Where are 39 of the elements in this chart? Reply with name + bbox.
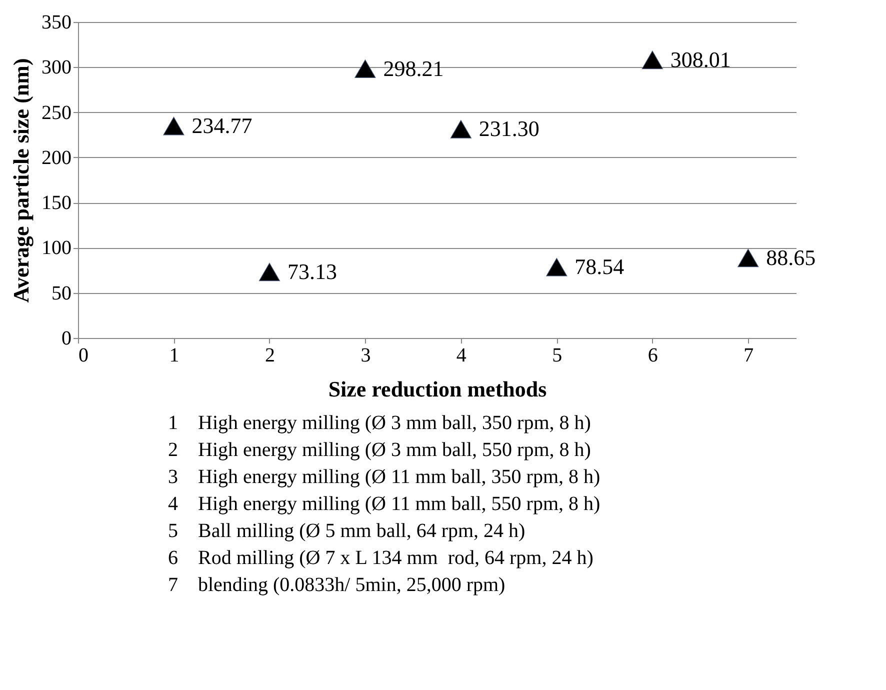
text: 2 High energy milling (Ø 3 mm ball, 550 rpm, 8 h) — [168, 438, 592, 463]
x-tick-label: 2 — [264, 344, 275, 366]
x-tick-label: 1 — [169, 344, 180, 366]
x-tick-label: 0 — [78, 344, 88, 366]
point — [258, 262, 280, 282]
point — [354, 60, 376, 78]
y-axis-title: Average particle size (nm) — [8, 58, 34, 303]
x-axis-title: Size reduction methods — [328, 376, 548, 402]
x-tick-label: 4 — [456, 344, 466, 366]
text: 1 High energy milling (Ø 3 mm ball, 350 rpm, 8 h) — [168, 411, 592, 436]
text: 3 High energy milling (Ø 11 mm ball, 350 rpm, 8 h) — [168, 465, 602, 490]
data-label: 298.21 — [383, 56, 444, 81]
data-label: 231.30 — [478, 116, 540, 142]
point — [642, 50, 663, 70]
y-tick-label: 350 — [42, 12, 72, 34]
point — [450, 120, 472, 138]
x-tick-label: 5 — [552, 344, 562, 366]
x-tick-label: 3 — [360, 344, 371, 366]
y-tick-label: 200 — [42, 146, 72, 169]
text: 7 blending (0.0833h/ 5min, 25,000 rpm) — [168, 573, 506, 598]
data-label: 88.65 — [766, 244, 816, 270]
y-tick-label: 150 — [42, 192, 72, 214]
point — [546, 258, 568, 276]
x-tick-label: 6 — [648, 344, 658, 366]
data-label: 308.01 — [670, 46, 731, 72]
data-label: 234.77 — [192, 113, 252, 138]
text: 6 Rod milling (Ø 7 x L 134 mm rod, 64 rpm, 24 h) — [168, 546, 594, 571]
point — [738, 248, 759, 268]
y-tick-label: 50 — [52, 282, 72, 304]
x-tick-label: 7 — [744, 344, 754, 366]
y-tick-label: 0 — [62, 328, 72, 350]
text: 5 Ball milling (Ø 5 mm ball, 64 rpm, 24 h) — [168, 519, 526, 544]
data-label: 73.13 — [287, 258, 337, 284]
y-tick-label: 300 — [42, 56, 72, 79]
text: 4 High energy milling (Ø 11 mm ball, 550 rpm, 8 h) — [168, 492, 602, 517]
y-tick-label: 250 — [42, 102, 72, 124]
point — [163, 116, 184, 136]
y-tick-label: 100 — [42, 237, 72, 260]
data-label: 78.54 — [574, 254, 624, 280]
